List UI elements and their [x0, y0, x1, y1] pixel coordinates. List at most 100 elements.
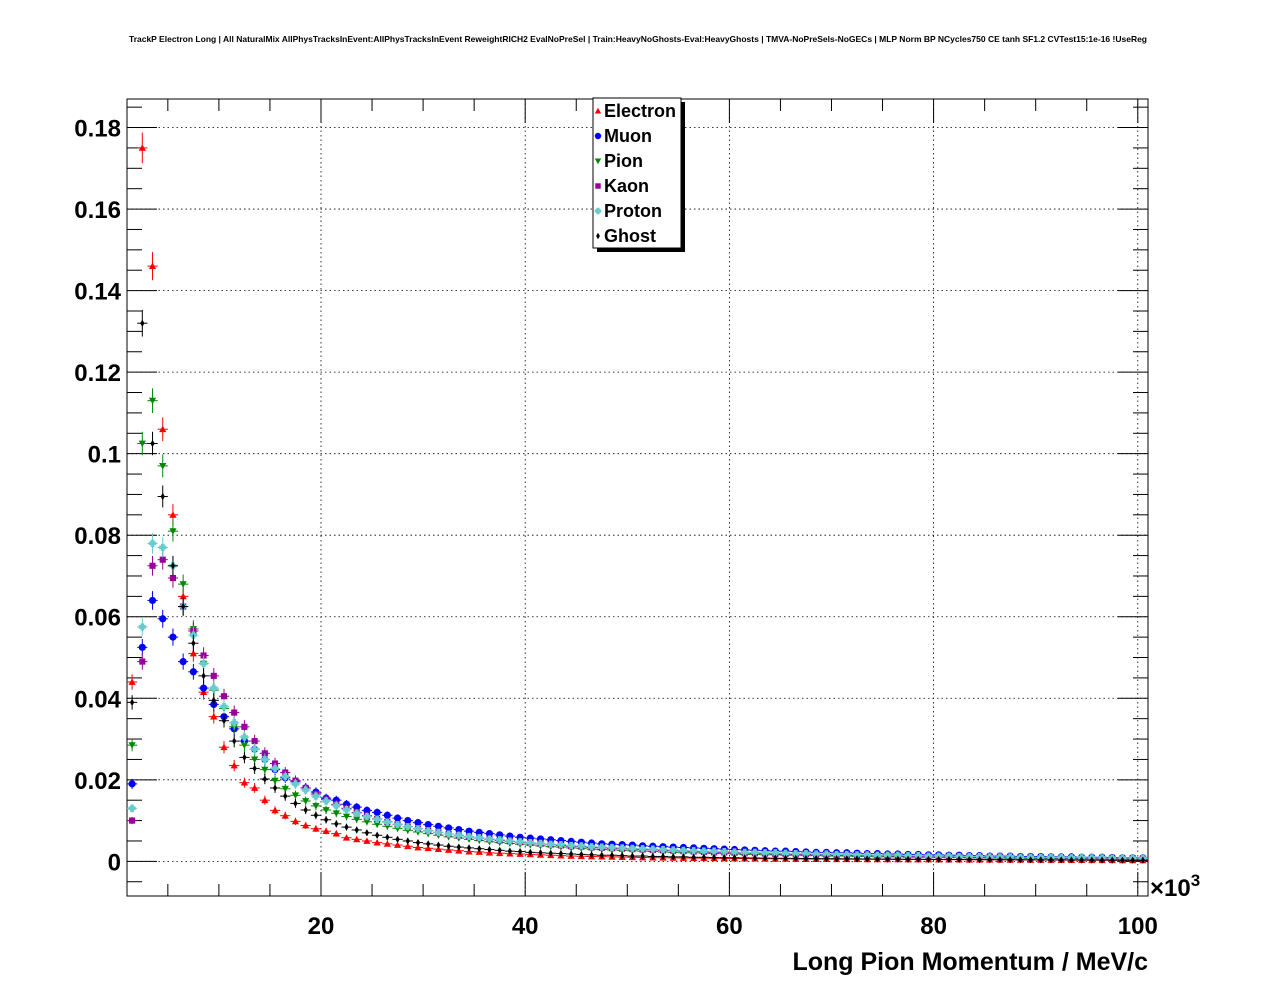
point-marker	[771, 849, 779, 857]
data-point	[719, 854, 730, 862]
point-marker	[1048, 856, 1054, 864]
data-point	[269, 783, 281, 793]
data-point	[341, 834, 352, 841]
point-marker	[252, 764, 257, 772]
point-marker	[598, 843, 606, 851]
data-point	[463, 832, 475, 841]
data-point	[453, 831, 464, 839]
data-point	[627, 844, 638, 852]
point-marker	[404, 823, 412, 831]
point-marker	[261, 750, 268, 757]
data-point	[688, 847, 699, 855]
data-point	[851, 851, 863, 859]
point-marker	[291, 780, 300, 788]
point-marker	[313, 811, 319, 819]
legend-label: Pion	[604, 151, 643, 171]
point-marker	[477, 845, 482, 853]
point-marker	[241, 723, 248, 730]
data-point	[320, 816, 332, 824]
data-point	[831, 850, 842, 859]
point-marker	[732, 854, 737, 862]
data-point	[178, 653, 189, 670]
point-marker	[148, 262, 157, 270]
data-point	[382, 833, 393, 841]
point-marker	[353, 809, 361, 817]
point-marker	[404, 816, 412, 825]
point-marker	[741, 848, 749, 856]
data-point	[545, 840, 556, 848]
point-marker	[138, 623, 146, 631]
point-marker	[312, 803, 320, 810]
data-point	[484, 835, 495, 843]
point-marker	[914, 852, 922, 860]
data-point	[290, 778, 301, 789]
point-marker	[608, 843, 616, 852]
legend-item-pion: Pion	[594, 151, 643, 171]
point-marker	[353, 803, 361, 811]
point-marker	[926, 855, 931, 863]
data-point	[320, 796, 332, 806]
data-point	[1117, 856, 1128, 864]
point-marker	[169, 528, 177, 535]
point-marker	[373, 815, 381, 823]
data-point	[229, 734, 240, 748]
point-marker	[138, 144, 146, 151]
point-marker	[170, 562, 176, 570]
data-point	[729, 848, 740, 856]
data-point	[392, 841, 403, 848]
point-marker	[844, 855, 849, 863]
point-marker	[342, 813, 351, 821]
point-marker	[863, 851, 871, 859]
x-axis-multiplier: ×103	[1150, 871, 1200, 902]
data-point	[341, 823, 352, 831]
point-marker	[751, 848, 759, 856]
data-point	[984, 856, 995, 864]
data-point	[1005, 856, 1016, 864]
point-marker	[414, 843, 422, 851]
data-point	[290, 799, 301, 808]
point-marker	[332, 801, 340, 810]
point-marker	[180, 602, 186, 611]
data-point	[494, 846, 505, 854]
y-tick-label: 0.18	[74, 116, 121, 143]
point-marker	[160, 492, 165, 501]
point-marker	[434, 822, 443, 830]
data-point	[566, 841, 577, 850]
legend: Electron Muon Pion Kaon Proton Ghost	[592, 97, 685, 252]
point-marker	[240, 742, 249, 749]
point-marker	[802, 850, 810, 858]
point-marker	[211, 696, 216, 704]
data-point	[147, 388, 158, 414]
point-marker	[895, 855, 901, 863]
data-point	[382, 840, 393, 847]
point-marker	[159, 425, 167, 433]
point-marker	[1110, 856, 1115, 864]
data-point	[137, 618, 148, 636]
data-point	[617, 844, 628, 852]
legend-marker	[594, 207, 602, 215]
data-point	[800, 850, 812, 858]
data-point	[423, 840, 434, 848]
data-point	[586, 851, 597, 859]
point-marker	[312, 825, 320, 832]
point-marker	[169, 511, 177, 518]
data-point	[341, 805, 352, 814]
point-marker	[261, 796, 269, 804]
data-point	[239, 777, 250, 788]
data-point	[637, 852, 648, 860]
data-point	[331, 830, 342, 837]
point-marker	[332, 830, 340, 837]
point-marker	[639, 845, 647, 853]
point-marker	[383, 840, 391, 847]
data-point	[167, 555, 179, 576]
point-marker	[271, 764, 279, 772]
data-point	[269, 806, 281, 815]
data-point	[892, 855, 903, 863]
data-point	[474, 834, 485, 842]
point-marker	[240, 733, 249, 741]
data-point	[453, 843, 464, 851]
point-marker	[302, 798, 310, 805]
data-point	[780, 849, 791, 857]
point-marker	[393, 814, 402, 822]
point-marker	[567, 841, 575, 850]
